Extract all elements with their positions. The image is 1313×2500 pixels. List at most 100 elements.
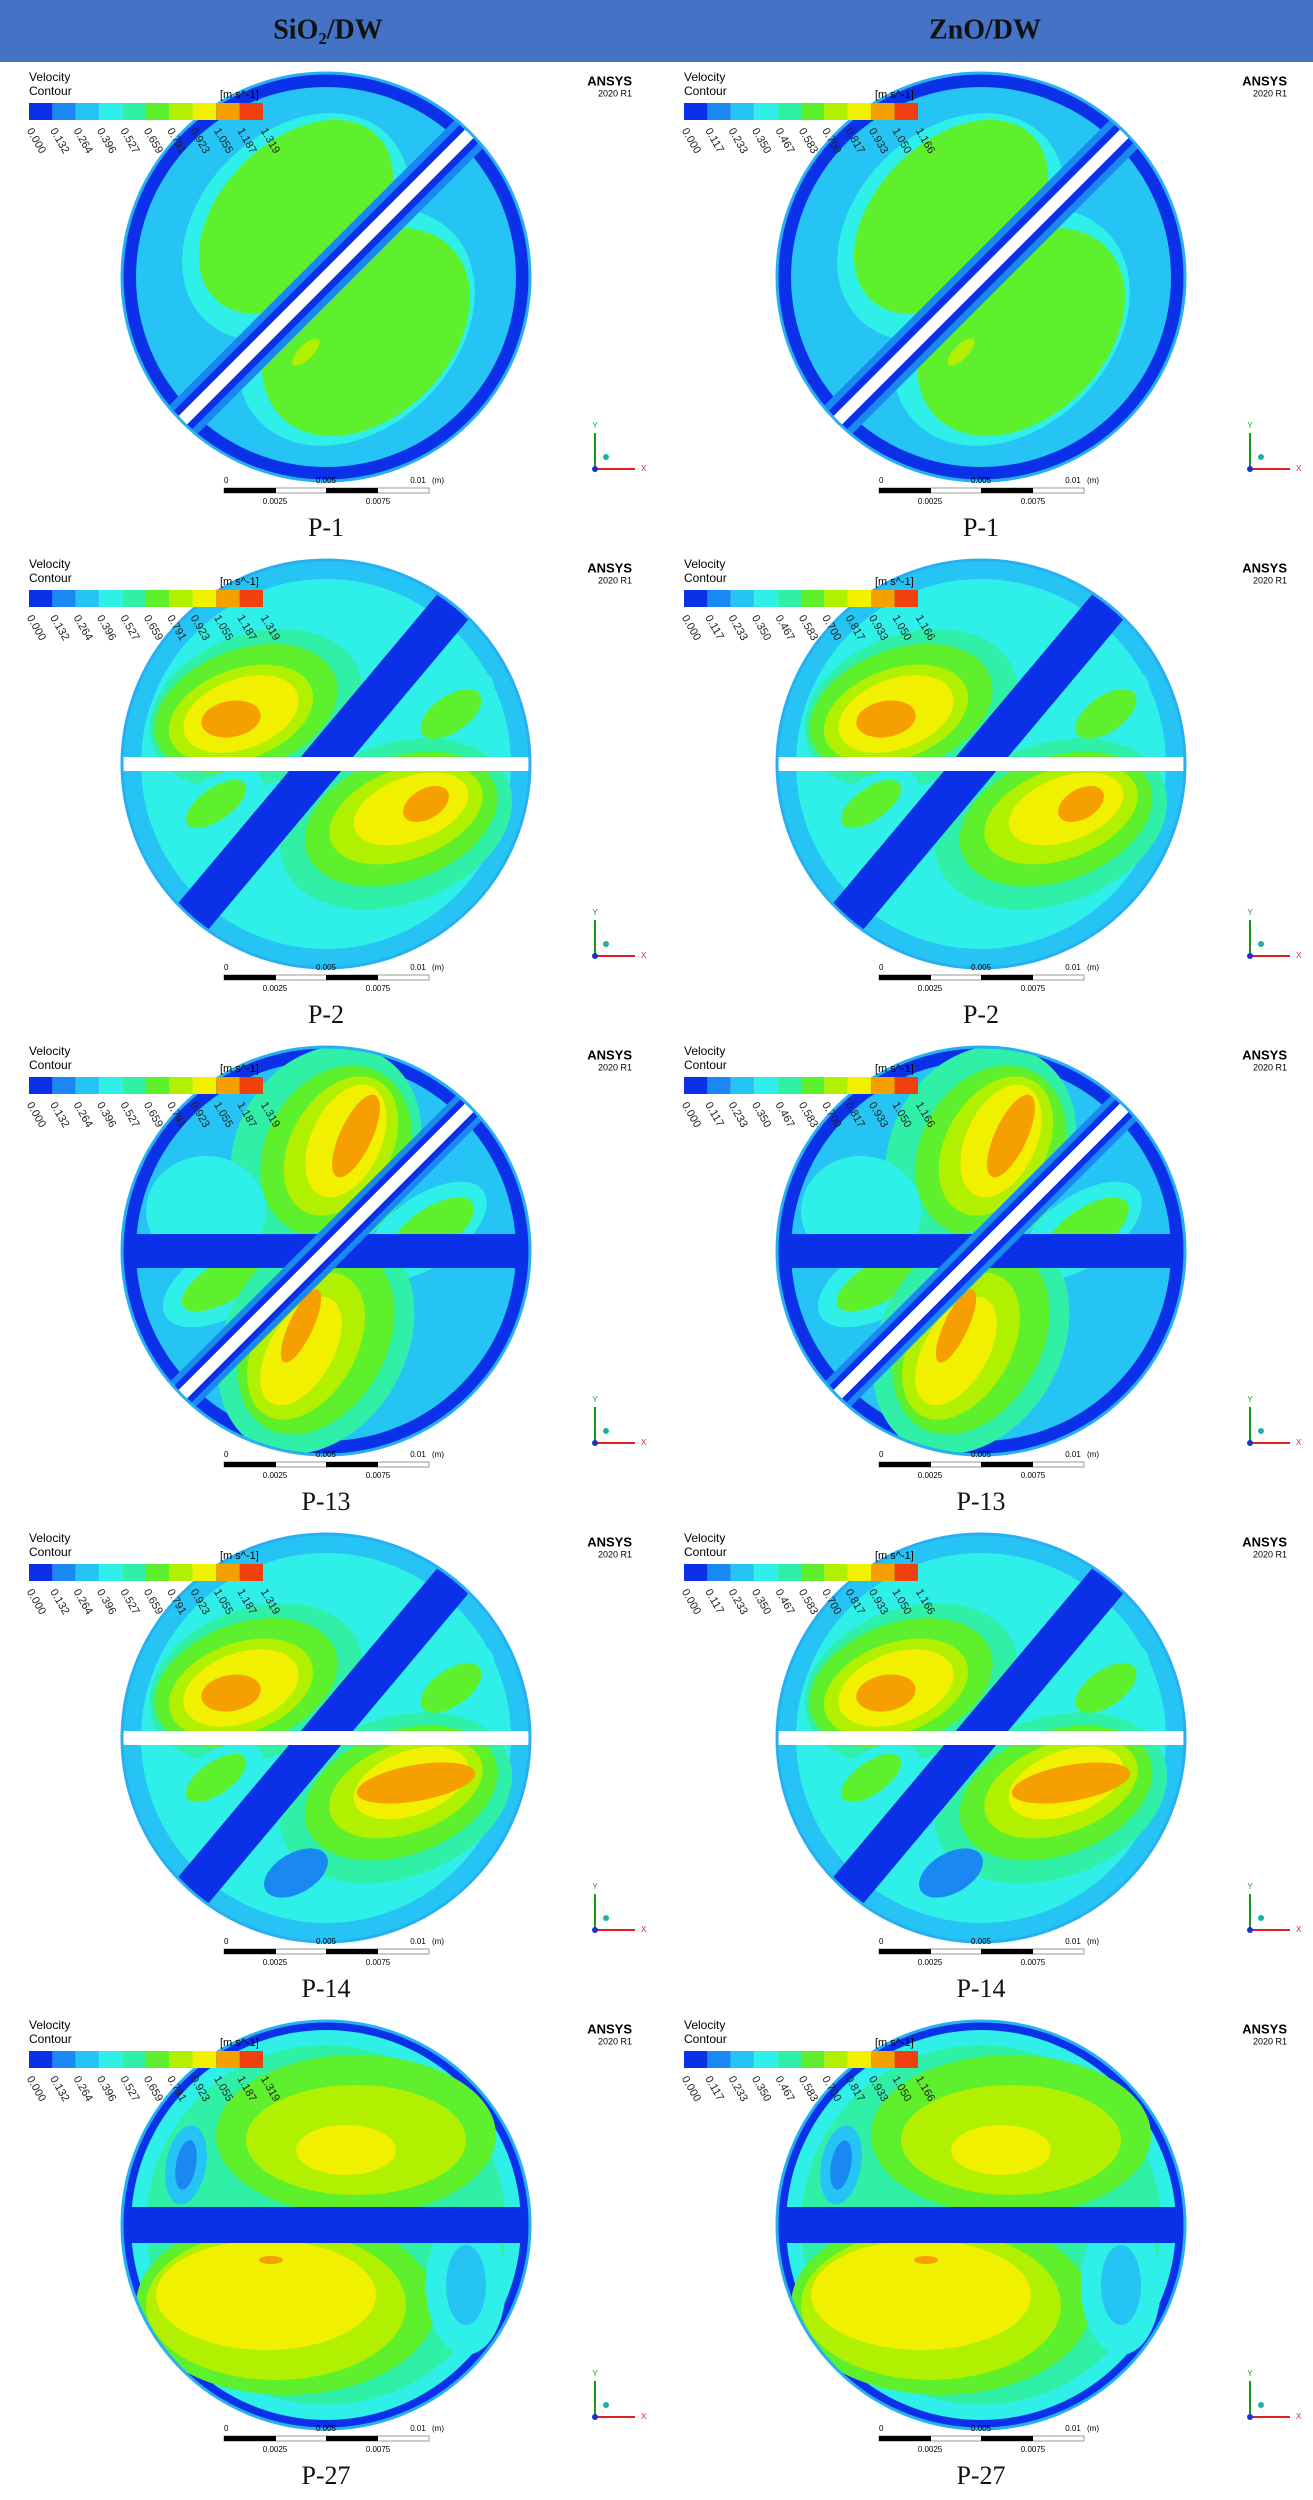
colorbar-swatch (777, 103, 801, 120)
axis-marker (603, 2402, 609, 2408)
scale-label: 0.0075 (366, 984, 391, 993)
contour-outline (775, 1045, 1187, 1457)
colorbar-swatch (730, 103, 755, 120)
colorbar-swatch (52, 1077, 76, 1094)
scale-bar-segment (879, 488, 931, 493)
axis-z (1247, 1927, 1253, 1933)
caption: P-14 (956, 1974, 1005, 2003)
contour-plot (776, 1533, 1186, 1943)
axis-label: X (1296, 2412, 1302, 2421)
colorbar-label: 0.467 (772, 1587, 796, 1617)
colorbar-swatch (777, 2051, 801, 2068)
gap (776, 757, 1186, 771)
legend-unit: [m s^-1] (220, 1063, 259, 1075)
colorbar-label: 0.000 (24, 613, 48, 643)
colorbar-swatch (99, 2051, 123, 2068)
brand: ANSYS (587, 560, 632, 575)
colorbar-swatch (122, 2051, 146, 2068)
axis-marker (603, 941, 609, 947)
scale-label: 0.01 (1065, 476, 1081, 485)
brand-version: 2020 R1 (1253, 1062, 1287, 1072)
axis-label: X (641, 1438, 647, 1447)
colorbar-swatch (894, 1077, 918, 1094)
caption: P-2 (308, 1000, 344, 1029)
contour-band (951, 2125, 1051, 2175)
scale-label: 0 (879, 1937, 884, 1946)
contour-band (856, 1674, 916, 1712)
contour-band (830, 2140, 852, 2190)
contour-band (987, 1094, 1035, 1178)
colorbar-swatch (847, 1077, 872, 1094)
scale-bar-segment (224, 1949, 276, 1954)
colorbar-swatch (684, 1564, 708, 1581)
colorbar-label: 0.117 (702, 613, 726, 642)
contour-outline (120, 1045, 532, 1457)
contour-band (915, 1296, 997, 1406)
colorbar-swatch (754, 1077, 778, 1094)
contour-band (446, 2245, 486, 2325)
contour-outline (775, 71, 1187, 483)
contour-band (840, 1754, 902, 1802)
gap (121, 1731, 531, 1745)
legend-title: Velocity (684, 70, 725, 84)
gap (792, 88, 1170, 466)
scale-label: (m) (1087, 1937, 1099, 1946)
contour-outline (775, 1532, 1187, 1944)
colorbar-swatch (239, 590, 263, 607)
colorbar-swatch (99, 1564, 123, 1581)
scale-label: 0 (224, 1937, 229, 1946)
axis-label: X (641, 464, 647, 473)
axis-marker (603, 454, 609, 460)
colorbar-label: 0.233 (726, 613, 750, 643)
legend-unit: [m s^-1] (875, 2037, 914, 2049)
legend-title: Velocity (29, 1531, 70, 1545)
colorbar-swatch (99, 1077, 123, 1094)
legend-title: Velocity (684, 2018, 725, 2032)
brand: ANSYS (1242, 560, 1287, 575)
colorbar-label: 0.000 (24, 126, 48, 156)
colorbar-swatch (777, 1077, 801, 1094)
colorbar-swatch (169, 2051, 193, 2068)
colorbar-swatch (894, 590, 918, 607)
colorbar-label: 0.132 (47, 1587, 71, 1617)
colorbar-swatch (894, 1564, 918, 1581)
scale-label: 0.005 (316, 1937, 337, 1946)
brand-version: 2020 R1 (1253, 2036, 1287, 2046)
legend-subtitle: Contour (29, 2032, 72, 2046)
caption: P-13 (956, 1487, 1005, 1516)
colorbar-swatch (29, 590, 53, 607)
legend-subtitle: Contour (684, 1545, 727, 1559)
colorbar-label: 0.132 (47, 2074, 71, 2104)
axis-label: Y (1247, 421, 1253, 430)
colorbar-label: 0.264 (71, 1587, 95, 1617)
scale-label: (m) (432, 2424, 444, 2433)
colorbar-swatch (52, 590, 76, 607)
colorbar-swatch (871, 1077, 895, 1094)
axis-z (592, 1440, 598, 1446)
scale-bar-segment (981, 488, 1033, 493)
colorbar-swatch (684, 590, 708, 607)
contour-band (356, 1762, 476, 1804)
scale-label: 0.01 (1065, 2424, 1081, 2433)
colorbar-label: 0.583 (796, 1100, 820, 1130)
legend-unit: [m s^-1] (220, 576, 259, 588)
colorbar-swatch (730, 1077, 755, 1094)
colorbar-swatch (871, 2051, 895, 2068)
legend-unit: [m s^-1] (875, 576, 914, 588)
axis-label: Y (592, 421, 598, 430)
scale-bar-segment (879, 1949, 931, 1954)
scale-label: 0.0075 (1021, 984, 1046, 993)
contour-plot (121, 1533, 531, 1943)
colorbar-swatch (216, 590, 240, 607)
scale-label: 0.0025 (263, 984, 288, 993)
scale-label: 0.0025 (263, 1471, 288, 1480)
scale-label: 0.0025 (918, 497, 943, 506)
colorbar-swatch (29, 1077, 53, 1094)
axis-label: Y (1247, 1882, 1253, 1891)
axis-label: Y (1247, 1395, 1253, 1404)
scale-label: 0.0025 (263, 1958, 288, 1967)
